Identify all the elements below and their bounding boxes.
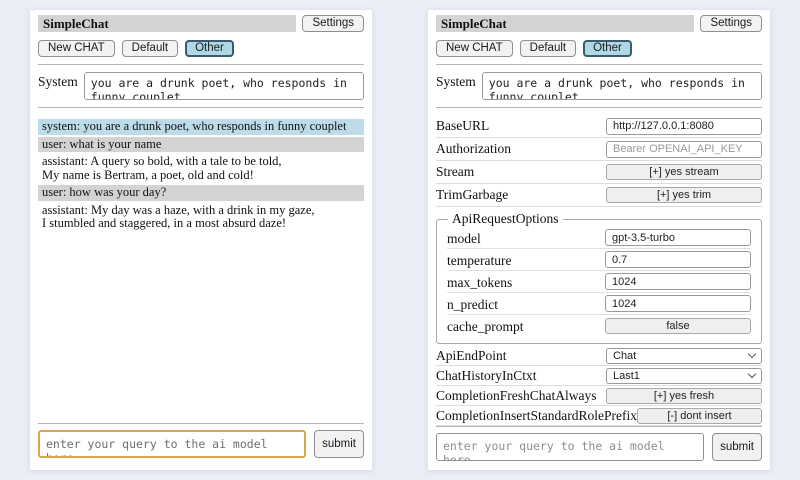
chat-history-selected-value: Last1 [613,369,640,382]
simplechat-chat-window: SimpleChat Settings New CHAT Default Oth… [30,10,372,470]
setting-row-completion-insert-standard-role-prefix: CompletionInsertStandardRolePrefix [-] d… [436,406,762,426]
user-query-input[interactable] [38,430,307,458]
setting-row-cache-prompt: cache_prompt false [447,315,751,336]
divider [436,426,762,427]
cache-prompt-label: cache_prompt [447,318,524,334]
max-tokens-input[interactable] [605,273,751,290]
user-query-input[interactable] [436,433,705,461]
simplechat-settings-window: SimpleChat Settings New CHAT Default Oth… [428,10,770,470]
divider [38,423,364,424]
completion-fresh-chat-always-label: CompletionFreshChatAlways [436,387,597,403]
session-button-other[interactable]: Other [185,40,234,57]
settings-button[interactable]: Settings [700,15,762,32]
chat-message-user: user: how was your day? [38,185,364,201]
temperature-label: temperature [447,252,512,268]
api-endpoint-select[interactable]: Chat [606,347,762,364]
session-button-other[interactable]: Other [583,40,632,57]
submit-button[interactable]: submit [712,433,762,461]
api-endpoint-label: ApiEndPoint [436,347,507,363]
query-bar: submit [436,433,762,461]
titlebar: SimpleChat Settings [436,15,762,32]
chat-message-system: system: you are a drunk poet, who respon… [38,119,364,135]
setting-row-baseurl: BaseURL [436,115,762,138]
settings-panel: BaseURL Authorization Stream [+] yes str… [436,115,762,426]
setting-row-chat-history-in-ctxt: ChatHistoryInCtxt Last1 [436,366,762,386]
baseurl-input[interactable] [606,117,762,135]
system-prompt-row: System you are a drunk poet, who respond… [38,72,364,100]
new-chat-button[interactable]: New CHAT [436,40,513,57]
chat-message-assistant: assistant: My day was a haze, with a dri… [42,202,315,230]
setting-row-max-tokens: max_tokens [447,271,751,293]
model-input[interactable] [605,229,751,246]
completion-insert-role-prefix-toggle-button[interactable]: [-] dont insert [636,407,762,424]
query-bar: submit [38,430,364,458]
system-label: System [38,74,78,89]
chat-message-assistant: assistant: A query so bold, with a tale … [42,154,282,182]
setting-row-trimgarbage: TrimGarbage [+] yes trim [436,184,762,207]
session-buttons-row: New CHAT Default Other [436,40,762,57]
setting-row-authorization: Authorization [436,138,762,161]
spacer [38,234,364,424]
system-label: System [436,74,476,89]
n-predict-input[interactable] [605,295,751,312]
setting-row-completion-fresh-chat-always: CompletionFreshChatAlways [+] yes fresh [436,386,762,406]
authorization-label: Authorization [436,141,511,156]
app-title: SimpleChat [38,15,297,32]
chat-log: system: you are a drunk poet, who respon… [38,119,364,234]
cache-prompt-toggle-button[interactable]: false [605,317,751,334]
api-request-options-group: ApiRequestOptions model temperature max_… [436,211,762,344]
chat-message-user: user: what is your name [38,136,364,152]
session-button-default[interactable]: Default [121,40,179,57]
app-title: SimpleChat [436,15,695,32]
session-buttons-row: New CHAT Default Other [38,40,364,57]
setting-row-api-endpoint: ApiEndPoint Chat [436,346,762,366]
submit-button[interactable]: submit [314,430,364,458]
stream-label: Stream [436,164,475,179]
api-request-options-legend: ApiRequestOptions [452,211,559,226]
system-prompt-row: System you are a drunk poet, who respond… [436,72,762,100]
chat-history-in-ctxt-select[interactable]: Last1 [606,367,762,384]
chevron-down-icon [747,369,757,379]
baseurl-label: BaseURL [436,118,490,133]
n-predict-label: n_predict [447,296,498,312]
new-chat-button[interactable]: New CHAT [38,40,115,57]
authorization-input[interactable] [606,140,762,158]
divider [436,64,762,65]
api-endpoint-selected-value: Chat [613,349,637,362]
completion-insert-standard-role-prefix-label: CompletionInsertStandardRolePrefix [436,407,637,423]
divider [436,107,762,108]
chevron-down-icon [747,349,757,359]
system-prompt-input[interactable]: you are a drunk poet, who responds in fu… [481,72,762,100]
titlebar: SimpleChat Settings [38,15,364,32]
stream-toggle-button[interactable]: [+] yes stream [606,164,762,180]
model-label: model [447,230,481,246]
divider [38,64,364,65]
setting-row-model: model [447,227,751,249]
completion-fresh-chat-toggle-button[interactable]: [+] yes fresh [606,387,762,404]
system-prompt-input[interactable]: you are a drunk poet, who responds in fu… [83,72,364,100]
max-tokens-label: max_tokens [447,274,513,290]
setting-row-stream: Stream [+] yes stream [436,161,762,184]
setting-row-n-predict: n_predict [447,293,751,315]
session-button-default[interactable]: Default [519,40,577,57]
divider [38,107,364,108]
temperature-input[interactable] [605,251,751,268]
settings-button[interactable]: Settings [302,15,364,32]
chat-history-in-ctxt-label: ChatHistoryInCtxt [436,367,537,383]
setting-row-temperature: temperature [447,249,751,271]
trimgarbage-label: TrimGarbage [436,187,509,202]
trimgarbage-toggle-button[interactable]: [+] yes trim [606,187,762,203]
